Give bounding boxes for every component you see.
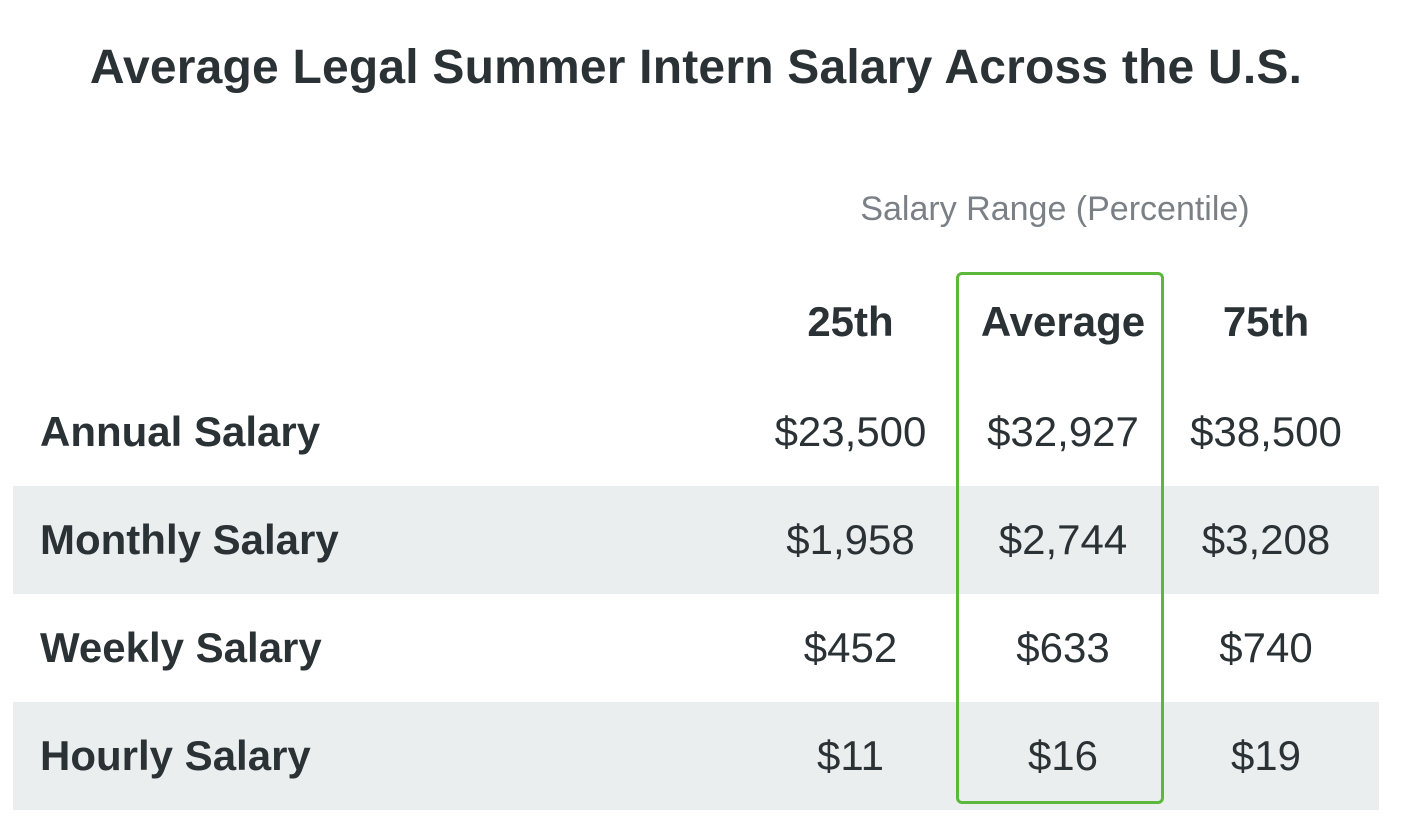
row-label: Weekly Salary	[40, 624, 322, 671]
table-row-monthly: Monthly Salary $1,958 $2,744 $3,208	[13, 486, 1379, 594]
table-row-weekly: Weekly Salary $452 $633 $740	[13, 594, 1379, 702]
cell-25th: $11	[817, 732, 884, 779]
cell-25th: $23,500	[774, 408, 927, 455]
cell-25th: $452	[803, 624, 898, 671]
row-label: Hourly Salary	[40, 732, 311, 779]
cell-25th: $1,958	[786, 516, 915, 563]
cell-75th: $38,500	[1190, 408, 1342, 455]
cell-average: $2,744	[998, 516, 1128, 563]
column-header-25th: 25th	[807, 298, 894, 345]
cell-average: $16	[1027, 732, 1099, 779]
page-title: Average Legal Summer Intern Salary Acros…	[89, 41, 1303, 94]
table-row-annual: Annual Salary $23,500 $32,927 $38,500	[13, 378, 1379, 486]
cell-75th: $740	[1219, 624, 1313, 671]
average-column-highlight	[956, 272, 1164, 804]
table-row-hourly: Hourly Salary $11 $16 $19	[13, 702, 1379, 810]
column-header-75th: 75th	[1222, 298, 1310, 345]
cell-75th: $3,208	[1201, 516, 1331, 563]
cell-average: $32,927	[987, 408, 1139, 455]
row-label: Annual Salary	[40, 408, 321, 455]
column-header-average: Average	[980, 298, 1146, 345]
salary-range-subheader: Salary Range (Percentile)	[860, 190, 1250, 228]
cell-average: $633	[1016, 624, 1110, 671]
row-label: Monthly Salary	[40, 516, 339, 563]
cell-75th: $19	[1230, 732, 1302, 779]
